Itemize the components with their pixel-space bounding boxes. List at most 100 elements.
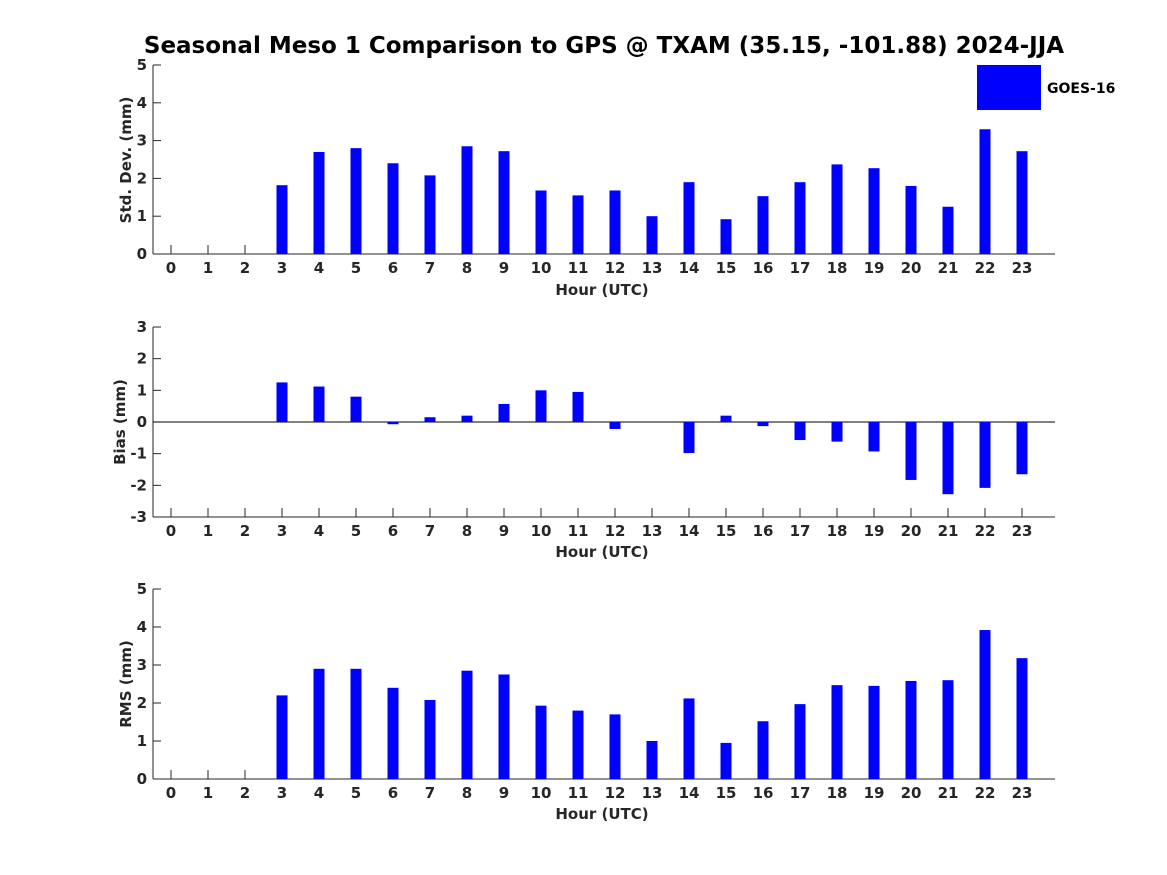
x-tick-label: 10	[531, 259, 552, 277]
bar-hour-15	[720, 219, 732, 254]
x-tick-label: 13	[642, 259, 663, 277]
x-tick-label: 7	[425, 259, 435, 277]
x-tick-label: 4	[314, 522, 324, 540]
bar-hour-4	[313, 386, 325, 422]
x-tick-label: 16	[753, 522, 774, 540]
x-axis-label: Hour (UTC)	[555, 281, 648, 299]
bar-hour-8	[461, 415, 473, 422]
x-tick-label: 8	[462, 784, 472, 802]
x-tick-label: 1	[203, 784, 213, 802]
x-tick-label: 6	[388, 259, 398, 277]
legend: GOES-16	[977, 65, 1115, 110]
bar-hour-21	[942, 422, 954, 495]
bar-hour-18	[831, 685, 843, 779]
x-tick-label: 15	[716, 522, 737, 540]
x-tick-label: 21	[938, 784, 959, 802]
bar-hour-16	[757, 721, 769, 779]
bar-hour-21	[942, 206, 954, 254]
x-tick-label: 19	[864, 784, 885, 802]
x-tick-label: 2	[240, 522, 250, 540]
x-tick-label: 21	[938, 259, 959, 277]
y-tick-label: -2	[130, 476, 147, 494]
x-tick-label: 15	[716, 784, 737, 802]
bar-hour-14	[683, 422, 695, 454]
bar-hour-6	[387, 687, 399, 779]
x-tick-label: 2	[240, 259, 250, 277]
y-tick-label: 1	[137, 381, 147, 399]
bar-hour-12	[609, 422, 621, 429]
x-tick-label: 18	[827, 259, 848, 277]
bar-hour-5	[350, 148, 362, 254]
y-tick-label: -3	[130, 508, 147, 526]
x-tick-label: 22	[975, 784, 996, 802]
bar-hour-19	[868, 685, 880, 779]
y-axis-label: RMS (mm)	[117, 640, 135, 727]
bar-hour-11	[572, 391, 584, 422]
x-tick-label: 11	[568, 784, 589, 802]
bar-hour-17	[794, 704, 806, 779]
bar-hour-6	[387, 422, 399, 425]
bar-hour-20	[905, 680, 917, 779]
bar-hour-22	[979, 129, 991, 254]
bar-hour-17	[794, 182, 806, 254]
bar-hour-8	[461, 146, 473, 254]
y-tick-label: 5	[137, 56, 147, 74]
bar-hour-7	[424, 699, 436, 779]
x-tick-label: 23	[1012, 522, 1033, 540]
bar-hour-15	[720, 742, 732, 779]
x-tick-label: 18	[827, 522, 848, 540]
y-tick-label: 5	[137, 580, 147, 598]
x-tick-label: 14	[679, 784, 700, 802]
y-tick-label: 2	[137, 350, 147, 368]
bar-hour-5	[350, 396, 362, 422]
x-tick-label: 0	[166, 784, 176, 802]
x-tick-label: 11	[568, 259, 589, 277]
x-tick-label: 13	[642, 784, 663, 802]
bar-hour-9	[498, 151, 510, 254]
x-tick-label: 17	[790, 522, 811, 540]
bar-hour-14	[683, 698, 695, 779]
x-tick-label: 20	[901, 522, 922, 540]
x-tick-label: 16	[753, 259, 774, 277]
x-tick-label: 6	[388, 522, 398, 540]
y-tick-label: -1	[130, 445, 147, 463]
bar-hour-6	[387, 163, 399, 254]
x-tick-label: 0	[166, 259, 176, 277]
x-tick-label: 7	[425, 522, 435, 540]
x-tick-label: 10	[531, 784, 552, 802]
y-axis-label: Std. Dev. (mm)	[117, 97, 135, 224]
x-tick-label: 9	[499, 784, 509, 802]
bar-hour-17	[794, 422, 806, 441]
x-axis-label: Hour (UTC)	[555, 543, 648, 561]
y-tick-label: 3	[137, 132, 147, 150]
x-tick-label: 13	[642, 522, 663, 540]
x-tick-label: 17	[790, 259, 811, 277]
x-tick-label: 3	[277, 259, 287, 277]
bar-hour-13	[646, 741, 658, 779]
x-tick-label: 12	[605, 522, 626, 540]
y-axis-label: Bias (mm)	[111, 379, 129, 465]
x-tick-label: 1	[203, 259, 213, 277]
bar-hour-20	[905, 185, 917, 254]
bar-hour-15	[720, 415, 732, 422]
x-tick-label: 20	[901, 259, 922, 277]
bar-hour-23	[1016, 658, 1028, 779]
bar-hour-22	[979, 630, 991, 779]
x-tick-label: 23	[1012, 784, 1033, 802]
x-tick-label: 15	[716, 259, 737, 277]
legend-label: GOES-16	[1047, 81, 1115, 97]
bar-hour-12	[609, 714, 621, 779]
y-tick-label: 2	[137, 694, 147, 712]
x-tick-label: 5	[351, 259, 361, 277]
x-tick-label: 3	[277, 522, 287, 540]
x-tick-label: 22	[975, 259, 996, 277]
x-tick-label: 12	[605, 259, 626, 277]
y-tick-label: 3	[137, 318, 147, 336]
bar-hour-9	[498, 403, 510, 422]
bar-hour-10	[535, 705, 547, 779]
legend-swatch	[977, 65, 1041, 110]
x-tick-label: 14	[679, 522, 700, 540]
x-tick-label: 8	[462, 522, 472, 540]
y-tick-label: 4	[137, 94, 147, 112]
bar-hour-8	[461, 670, 473, 779]
